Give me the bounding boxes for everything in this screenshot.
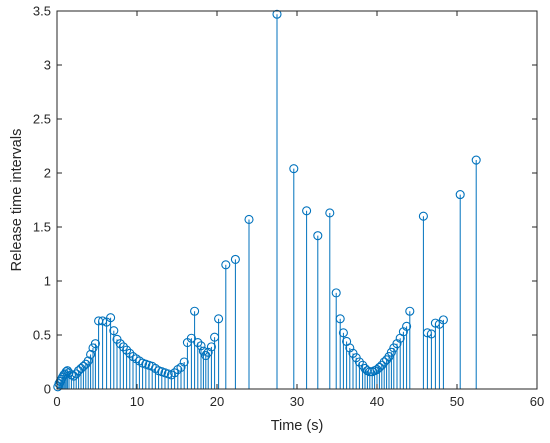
stem-marker	[379, 357, 389, 367]
stem-marker	[109, 326, 119, 336]
stem-marker	[289, 164, 299, 174]
stem-marker	[170, 368, 180, 378]
stem-marker	[386, 347, 396, 357]
stem-marker	[190, 306, 200, 316]
stem-marker	[360, 363, 370, 374]
y-tick-label: 0	[44, 382, 51, 397]
y-tick-label: 0.5	[33, 328, 51, 343]
stem-marker	[384, 352, 394, 362]
stem-marker	[125, 348, 135, 358]
stem-marker	[64, 368, 74, 378]
y-axis-label: Release time intervals	[9, 129, 25, 272]
stem-marker	[106, 313, 116, 323]
stem-marker	[176, 362, 186, 372]
stem-marker	[471, 155, 481, 165]
stem-marker	[244, 214, 254, 224]
stem-marker	[331, 288, 341, 298]
stems-layer	[53, 9, 481, 392]
x-tick-label: 40	[370, 394, 384, 409]
stem-marker	[430, 318, 440, 328]
stem-marker	[338, 328, 348, 338]
stem-marker	[198, 346, 208, 356]
stem-marker	[86, 349, 96, 359]
stem-marker	[405, 306, 415, 316]
x-tick-label: 20	[210, 394, 224, 409]
stem-marker	[214, 314, 224, 324]
stem-marker	[179, 357, 189, 367]
stem-marker	[206, 342, 216, 352]
x-tick-label: 10	[130, 394, 144, 409]
stem-marker	[186, 333, 196, 343]
y-tick-label: 2.5	[33, 112, 51, 127]
stem-marker	[313, 231, 323, 241]
stem-marker	[402, 321, 412, 331]
stem-marker	[272, 9, 282, 19]
stem-marker	[455, 190, 465, 200]
stem-marker	[98, 316, 108, 326]
stem-marker	[354, 357, 364, 367]
stem-marker	[418, 211, 428, 221]
stem-marker	[193, 338, 203, 348]
stem-marker	[88, 343, 98, 353]
x-tick-label: 30	[290, 394, 304, 409]
y-tick-label: 1	[44, 274, 51, 289]
x-axis-label: Time (s)	[271, 418, 324, 434]
stem-marker	[438, 315, 448, 325]
stem-marker	[122, 345, 132, 355]
stem-marker	[90, 339, 100, 349]
y-tick-label: 3	[44, 58, 51, 73]
y-tick-label: 1.5	[33, 220, 51, 235]
stem-marker	[230, 254, 240, 264]
stem-marker	[78, 361, 88, 371]
stem-marker	[221, 260, 231, 270]
y-tick-label: 3.5	[33, 4, 51, 19]
stem-marker	[69, 371, 79, 381]
stem-marker	[115, 339, 125, 349]
stem-marker	[196, 341, 206, 351]
ticks-layer: 0 10 20 30 40 50 60 0 0.5 1 1.5 2 2.5 3 3.5	[33, 4, 544, 410]
plot-frame	[56, 10, 538, 390]
stem-marker	[302, 206, 312, 216]
x-tick-label: 50	[450, 394, 464, 409]
stem-marker	[83, 356, 93, 366]
y-tick-label: 2	[44, 166, 51, 181]
stem-marker	[335, 314, 345, 324]
stem-marker	[118, 342, 128, 352]
stem-marker	[374, 362, 384, 372]
x-tick-label: 60	[530, 394, 544, 409]
stem-marker	[398, 327, 408, 337]
x-tick-label: 0	[53, 394, 60, 409]
stem-marker	[345, 343, 355, 353]
stem-marker	[203, 347, 213, 357]
stem-marker	[392, 339, 402, 349]
stem-marker	[325, 208, 335, 218]
stem-marker	[422, 328, 432, 338]
